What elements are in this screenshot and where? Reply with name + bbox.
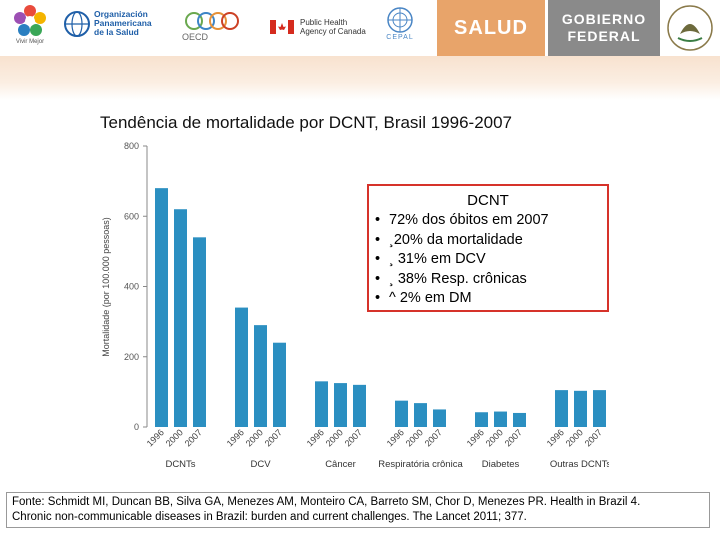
ops-logo: Organización Panamericana de la Salud bbox=[64, 10, 152, 37]
x-year-label: 2000 bbox=[404, 427, 425, 448]
oecd-rings-icon bbox=[185, 12, 239, 30]
mexico-seal-logo bbox=[666, 4, 714, 52]
x-group-label: DCNTs bbox=[165, 459, 195, 470]
bar bbox=[174, 209, 187, 427]
bar bbox=[353, 384, 366, 427]
callout-list: • 72% dos óbitos em 2007 • ¸20% da mortali… bbox=[375, 211, 607, 309]
canada-flag-icon bbox=[270, 20, 294, 34]
x-year-label: 2000 bbox=[564, 427, 585, 448]
gobierno-federal-logo: GOBIERNO FEDERAL bbox=[548, 0, 660, 56]
bar bbox=[574, 390, 587, 427]
bar bbox=[155, 188, 168, 427]
bar bbox=[235, 307, 248, 427]
ops-line-3: de la Salud bbox=[94, 27, 139, 37]
x-year-label: 2007 bbox=[263, 427, 284, 448]
bar bbox=[273, 342, 286, 427]
y-axis-label: Mortalidade (por 100.000 pessoas) bbox=[101, 217, 111, 357]
bar bbox=[593, 390, 606, 427]
flower-icon bbox=[14, 5, 46, 36]
bullet-glyph: • bbox=[375, 290, 381, 306]
callout-item: • ¸ 31% em DCV bbox=[375, 250, 607, 270]
bar bbox=[494, 411, 507, 427]
x-year-label: 2007 bbox=[423, 427, 444, 448]
bar bbox=[433, 409, 446, 427]
x-year-label: 2007 bbox=[183, 427, 204, 448]
x-group-label: Diabetes bbox=[482, 459, 520, 470]
x-year-label: 1996 bbox=[545, 427, 566, 448]
bar bbox=[334, 383, 347, 427]
phac-logo: Public Health Agency of Canada bbox=[270, 18, 366, 36]
bar bbox=[414, 403, 427, 427]
bar bbox=[395, 400, 408, 427]
x-year-label: 1996 bbox=[145, 427, 166, 448]
bar bbox=[254, 325, 267, 427]
x-year-label: 2000 bbox=[324, 427, 345, 448]
vivir-mejor-label: Vivir Mejor bbox=[15, 39, 45, 45]
bar bbox=[475, 412, 488, 427]
un-emblem-icon bbox=[387, 7, 413, 33]
bar bbox=[193, 237, 206, 427]
x-year-label: 1996 bbox=[465, 427, 486, 448]
x-year-label: 1996 bbox=[305, 427, 326, 448]
x-group-label: Câncer bbox=[325, 459, 356, 470]
mortality-bar-chart: 0 200 400 600 800 Mortalidade (por 100.000 pe… bbox=[101, 141, 611, 470]
slide-title: Tendência de mortalidade por DCNT, Brasi… bbox=[100, 113, 513, 132]
callout-item: • ^ 2% em DM bbox=[375, 289, 607, 309]
bullet-glyph: • bbox=[375, 212, 381, 228]
callout-title: DCNT bbox=[467, 192, 509, 209]
bullet-glyph: • bbox=[375, 251, 381, 267]
logo-header: Vivir Mejor Organización Panamericana de… bbox=[0, 0, 720, 56]
y-tick-label: 800 bbox=[124, 141, 139, 151]
x-year-label: 2007 bbox=[583, 427, 604, 448]
bar bbox=[315, 381, 328, 427]
eagle-seal-icon bbox=[667, 5, 713, 51]
source-citation: Fonte: Schmidt MI, Duncan BB, Silva GA, … bbox=[6, 492, 710, 528]
callout-item: • ¸20% da mortalidade bbox=[375, 231, 607, 251]
callout-item: • 72% dos óbitos em 2007 bbox=[375, 211, 607, 231]
y-tick-label: 600 bbox=[124, 211, 139, 221]
callout-item-text: ¸ 31% em DCV bbox=[389, 251, 486, 267]
phac-line-2: Agency of Canada bbox=[300, 27, 366, 36]
gobierno-line-2: FEDERAL bbox=[567, 28, 641, 44]
source-line-1: Fonte: Schmidt MI, Duncan BB, Silva GA, … bbox=[12, 496, 641, 508]
x-year-label: 2007 bbox=[343, 427, 364, 448]
gobierno-line-1: GOBIERNO bbox=[561, 11, 647, 27]
callout-item: • ¸ 38% Resp. crônicas bbox=[375, 270, 607, 290]
callout-item-text: ¸ 38% Resp. crônicas bbox=[389, 270, 527, 287]
oecd-label: OECD bbox=[182, 32, 209, 42]
x-year-label: 1996 bbox=[385, 427, 406, 448]
x-group-label: Respiratória crônica bbox=[378, 459, 463, 470]
globe-icon bbox=[64, 10, 90, 37]
x-year-label: 2000 bbox=[244, 427, 265, 448]
bar bbox=[513, 412, 526, 427]
bar bbox=[555, 390, 568, 427]
callout-item-text: ^ 2% em DM bbox=[389, 290, 472, 306]
callout-item-text: 72% dos óbitos em 2007 bbox=[389, 212, 549, 228]
x-year-label: 2007 bbox=[503, 427, 524, 448]
phac-line-1: Public Health bbox=[300, 18, 348, 27]
ops-line-1: Organización bbox=[94, 9, 148, 19]
x-year-label: 1996 bbox=[225, 427, 246, 448]
callout-item-text: ¸20% da mortalidade bbox=[389, 231, 523, 248]
x-group-label: DCV bbox=[250, 459, 271, 470]
cepal-logo: CEPAL bbox=[386, 6, 414, 41]
oecd-logo: OECD bbox=[182, 10, 242, 42]
y-tick-label: 0 bbox=[134, 422, 139, 432]
x-year-label: 2000 bbox=[484, 427, 505, 448]
salud-logo: SALUD bbox=[437, 0, 545, 56]
cepal-label: CEPAL bbox=[386, 34, 414, 41]
x-year-label: 2000 bbox=[164, 427, 185, 448]
bullet-glyph: • bbox=[375, 231, 381, 248]
bullet-glyph: • bbox=[375, 270, 381, 287]
ops-line-2: Panamericana bbox=[94, 18, 152, 28]
y-tick-label: 400 bbox=[124, 282, 139, 292]
vivir-mejor-logo: Vivir Mejor bbox=[6, 3, 54, 53]
dcnt-callout: DCNT • 72% dos óbitos em 2007 • ¸20% da mo… bbox=[367, 184, 609, 312]
source-line-2: Chronic non-communicable diseases in Bra… bbox=[12, 511, 527, 523]
header-band bbox=[0, 56, 720, 100]
x-group-label: Outras DCNTs bbox=[550, 459, 609, 470]
y-tick-label: 200 bbox=[124, 352, 139, 362]
